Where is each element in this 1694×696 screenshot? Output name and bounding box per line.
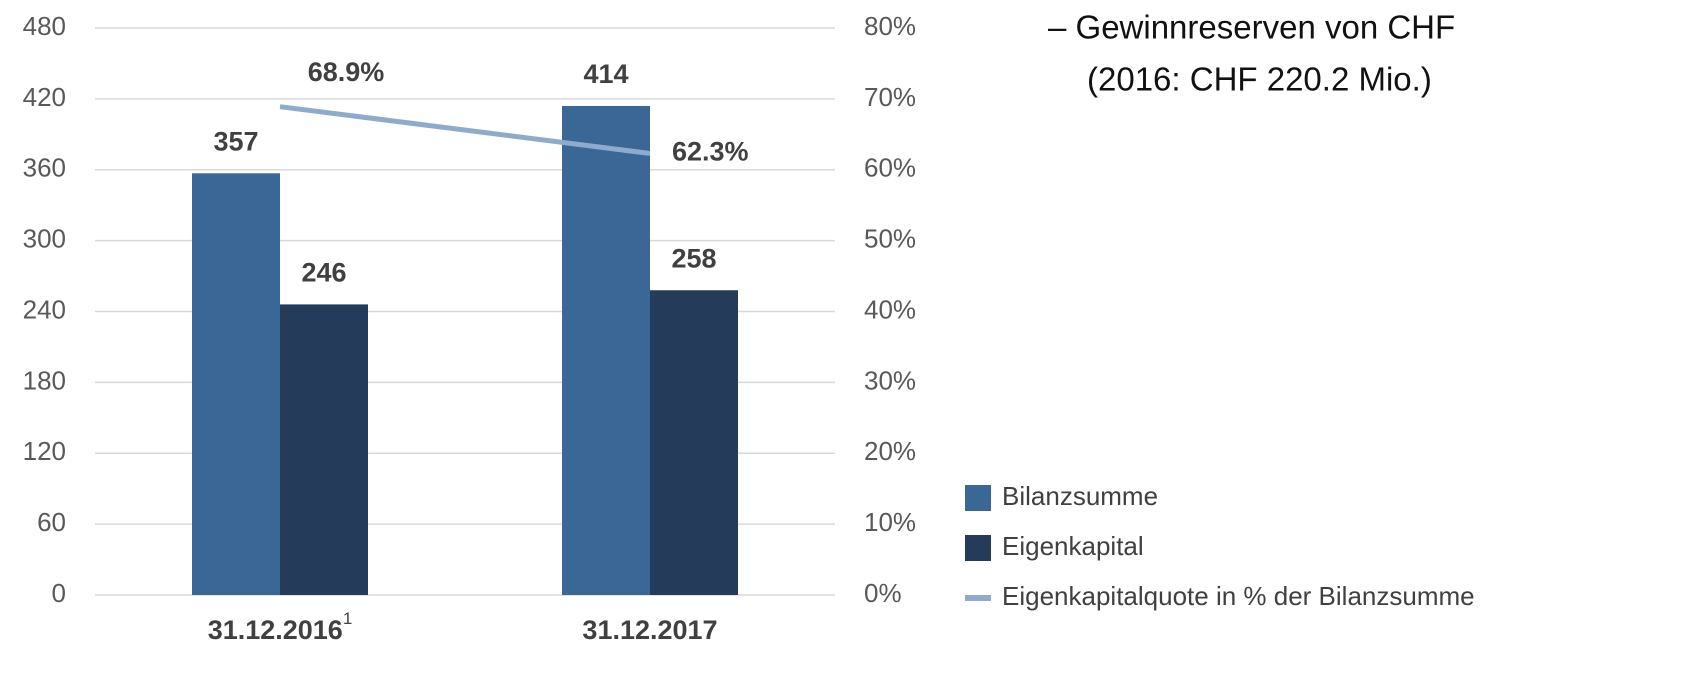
- bar: [562, 105, 650, 596]
- y-tick-label: 0: [52, 578, 66, 608]
- y2-tick-label: 60%: [864, 153, 916, 183]
- category: 31.12.2016: [208, 615, 343, 645]
- y-tick-label: 360: [23, 153, 66, 183]
- y2-tick-label: 30%: [864, 365, 916, 395]
- y2-tick-label: 40%: [864, 294, 916, 324]
- y2-tick-label: 50%: [864, 224, 916, 254]
- y2-tick-label: 80%: [864, 11, 916, 41]
- data-label: 414: [583, 59, 628, 89]
- data-label: 68.9%: [308, 57, 385, 87]
- y-tick-label: 180: [23, 365, 66, 395]
- legend-swatch: [965, 485, 991, 511]
- y-tick-label: 480: [23, 11, 66, 41]
- line: [279, 104, 651, 156]
- legend-label: Eigenkapitalquote in % der Bilanzsumme: [1002, 581, 1475, 611]
- data-label: 258: [671, 243, 716, 273]
- y2-tick-label: 20%: [864, 436, 916, 466]
- data-label: 246: [301, 258, 346, 288]
- data-label: 357: [213, 126, 258, 156]
- legend-swatch: [965, 595, 991, 601]
- side-text: (2016: CHF 220.2 Mio.): [1087, 61, 1432, 98]
- side-text: – Gewinnreserven von CHF: [1048, 9, 1455, 46]
- x-tick-label: 31.12.2017: [582, 615, 717, 645]
- y-tick-label: 120: [23, 436, 66, 466]
- y2-tick-label: 70%: [864, 82, 916, 112]
- footnote-mark: 1: [343, 609, 352, 628]
- legend-swatch: [965, 535, 991, 561]
- data-label: 62.3%: [672, 137, 749, 167]
- legend-label: Bilanzsumme: [1002, 481, 1158, 511]
- y-tick-label: 420: [23, 82, 66, 112]
- y-tick-label: 300: [23, 224, 66, 254]
- y2-tick-label: 0%: [864, 578, 902, 608]
- bar: [280, 304, 368, 595]
- y2-tick-label: 10%: [864, 507, 916, 537]
- category: 31.12.2017: [582, 615, 717, 645]
- bar: [650, 290, 738, 595]
- legend-label: Eigenkapital: [1002, 531, 1144, 561]
- y-tick-label: 60: [37, 507, 66, 537]
- x-tick-label: 31.12.20161: [208, 609, 353, 645]
- y-tick-label: 240: [23, 294, 66, 324]
- bar: [192, 173, 280, 595]
